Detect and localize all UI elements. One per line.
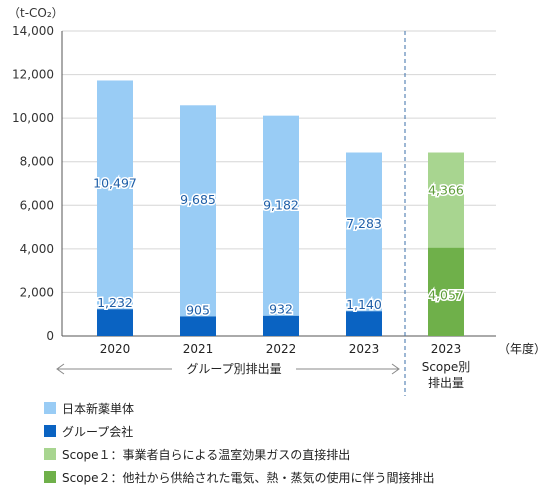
data-label-group-companies: 1,140 [346,297,382,312]
data-label-group-companies: 905 [186,302,210,317]
y-tick-label: 2,000 [20,285,54,299]
scope-caption-line: 排出量 [428,376,464,390]
legend-swatch [44,402,56,414]
x-tick-label: 2023 [431,342,462,356]
data-label-nihon-shinyaku: 7,283 [346,216,382,231]
legend-swatch [44,425,56,437]
x-tick-label: 2023 [349,342,380,356]
data-label-nihon-shinyaku: 10,497 [93,175,137,190]
bar-nihon-shinyaku [346,152,382,312]
bar-group-companies [180,316,216,336]
data-label-group-companies: 1,232 [97,295,133,310]
data-label-scope1: 4,366 [428,183,464,198]
x-tick-label: 2022 [266,342,297,356]
bar-nihon-shinyaku [97,80,133,310]
data-label-nihon-shinyaku: 9,685 [180,192,216,207]
y-tick-label: 14,000 [12,24,54,38]
legend-swatch [44,471,56,483]
arrow-head-right [391,363,400,375]
legend-label: Scope２：他社から供給された電気、熱・蒸気の使用に伴う間接排出 [62,470,435,485]
legend-swatch [44,448,56,460]
legend-item-nihon-shinyaku: 日本新薬単体 [44,398,435,418]
bar-group-companies [346,311,382,336]
y-tick-label: 6,000 [20,198,54,212]
legend-item-scope1: Scope１：事業者自らによる温室効果ガスの直接排出 [44,444,435,464]
x-tick-label: 2020 [100,342,131,356]
data-label-group-companies: 932 [269,302,293,317]
y-tick-label: 0 [46,329,54,343]
y-tick-label: 10,000 [12,111,54,125]
year-unit-label: （年度） [498,341,546,356]
bar-scope1 [428,152,464,248]
legend-item-scope2: Scope２：他社から供給された電気、熱・蒸気の使用に伴う間接排出 [44,467,435,487]
bar-group-companies [263,315,299,336]
x-tick-label: 2021 [183,342,214,356]
y-tick-label: 4,000 [20,242,54,256]
y-tick-label: 12,000 [12,68,54,82]
legend: 日本新薬単体 グループ会社 Scope１：事業者自らによる温室効果ガスの直接排出… [44,398,435,490]
legend-label: 日本新薬単体 [62,401,135,416]
emissions-chart: （t-CO₂） 0 2,000 4,000 6,000 8,000 10,000 12,000… [8,6,546,396]
legend-label: グループ会社 [62,424,134,439]
y-axis-unit: （t-CO₂） [8,6,64,20]
group-caption: グループ別排出量 [186,362,281,376]
bar-scope2 [428,247,464,336]
legend-item-group-companies: グループ会社 [44,421,435,441]
bar-group-companies [97,309,133,336]
y-tick-label: 8,000 [20,155,54,169]
bar-nihon-shinyaku [263,115,299,316]
legend-label: Scope１：事業者自らによる温室効果ガスの直接排出 [62,447,351,462]
data-label-nihon-shinyaku: 9,182 [263,198,299,213]
arrow-head-left [56,363,65,375]
scope-caption-line: Scope別 [422,360,471,374]
data-label-scope2: 4,057 [428,288,464,303]
bar-nihon-shinyaku [180,105,216,317]
